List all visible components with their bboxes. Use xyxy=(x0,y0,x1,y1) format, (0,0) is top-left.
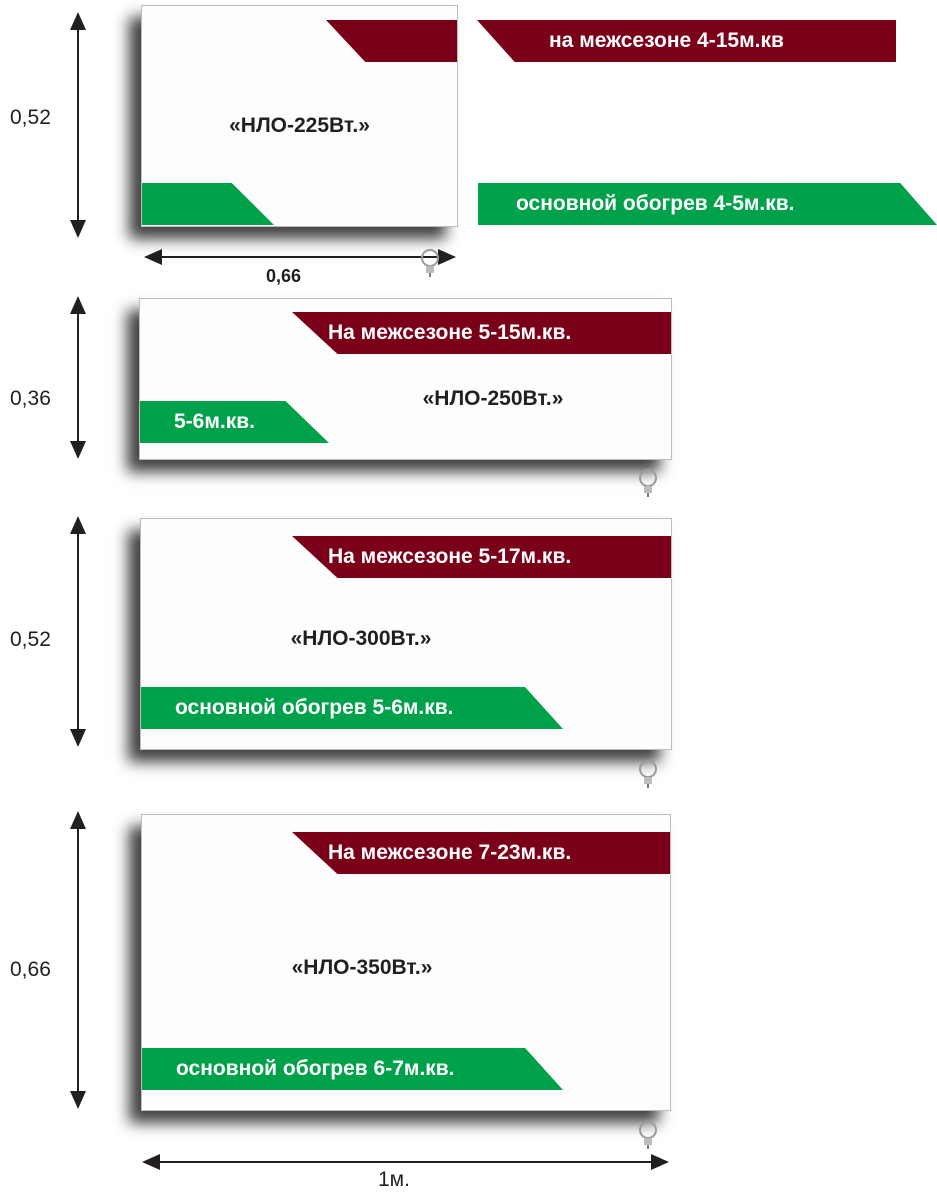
width-label-225: 0,66 xyxy=(266,266,302,286)
plug-icon xyxy=(639,760,657,788)
heater-panel-350: На межсезоне 7-23м.кв. «НЛО-350Вт.» осно… xyxy=(141,814,671,1111)
main-heating-corner-band xyxy=(142,183,274,225)
offseason-band: На межсезоне 5-17м.кв. xyxy=(292,536,671,578)
model-label: «НЛО-225Вт.» xyxy=(229,114,370,137)
heater-panel-250: На межсезоне 5-15м.кв. «НЛО-250Вт.» 5-6м… xyxy=(139,298,672,460)
height-label-250: 0,36 xyxy=(10,387,51,410)
main-heating-band: основной обогрев 5-6м.кв. xyxy=(141,687,563,729)
height-label-300: 0,52 xyxy=(10,628,51,651)
offseason-band: На межсезоне 5-15м.кв. xyxy=(292,312,671,354)
main-heating-label-225: основной обогрев 4-5м.кв. xyxy=(478,183,937,225)
heater-panel-225: «НЛО-225Вт.» xyxy=(141,5,458,227)
model-label: «НЛО-350Вт.» xyxy=(291,956,433,979)
plug-icon xyxy=(639,469,657,497)
main-heating-band: 5-6м.кв. xyxy=(140,401,329,443)
heater-panel-300: На межсезоне 5-17м.кв. «НЛО-300Вт.» осно… xyxy=(140,518,672,750)
offseason-label-225: на межсезоне 4-15м.кв xyxy=(477,20,896,62)
offseason-band: На межсезоне 7-23м.кв. xyxy=(292,832,670,874)
height-label-350: 0,66 xyxy=(10,958,51,981)
main-heating-band: основной обогрев 6-7м.кв. xyxy=(142,1048,563,1090)
plug-icon xyxy=(639,1121,657,1149)
offseason-corner-band xyxy=(326,20,457,62)
plug-icon xyxy=(421,249,439,277)
width-label-350: 1м. xyxy=(378,1168,410,1191)
model-label: «НЛО-300Вт.» xyxy=(290,627,432,650)
height-label-225: 0,52 xyxy=(10,106,51,129)
model-label: «НЛО-250Вт.» xyxy=(422,387,564,410)
